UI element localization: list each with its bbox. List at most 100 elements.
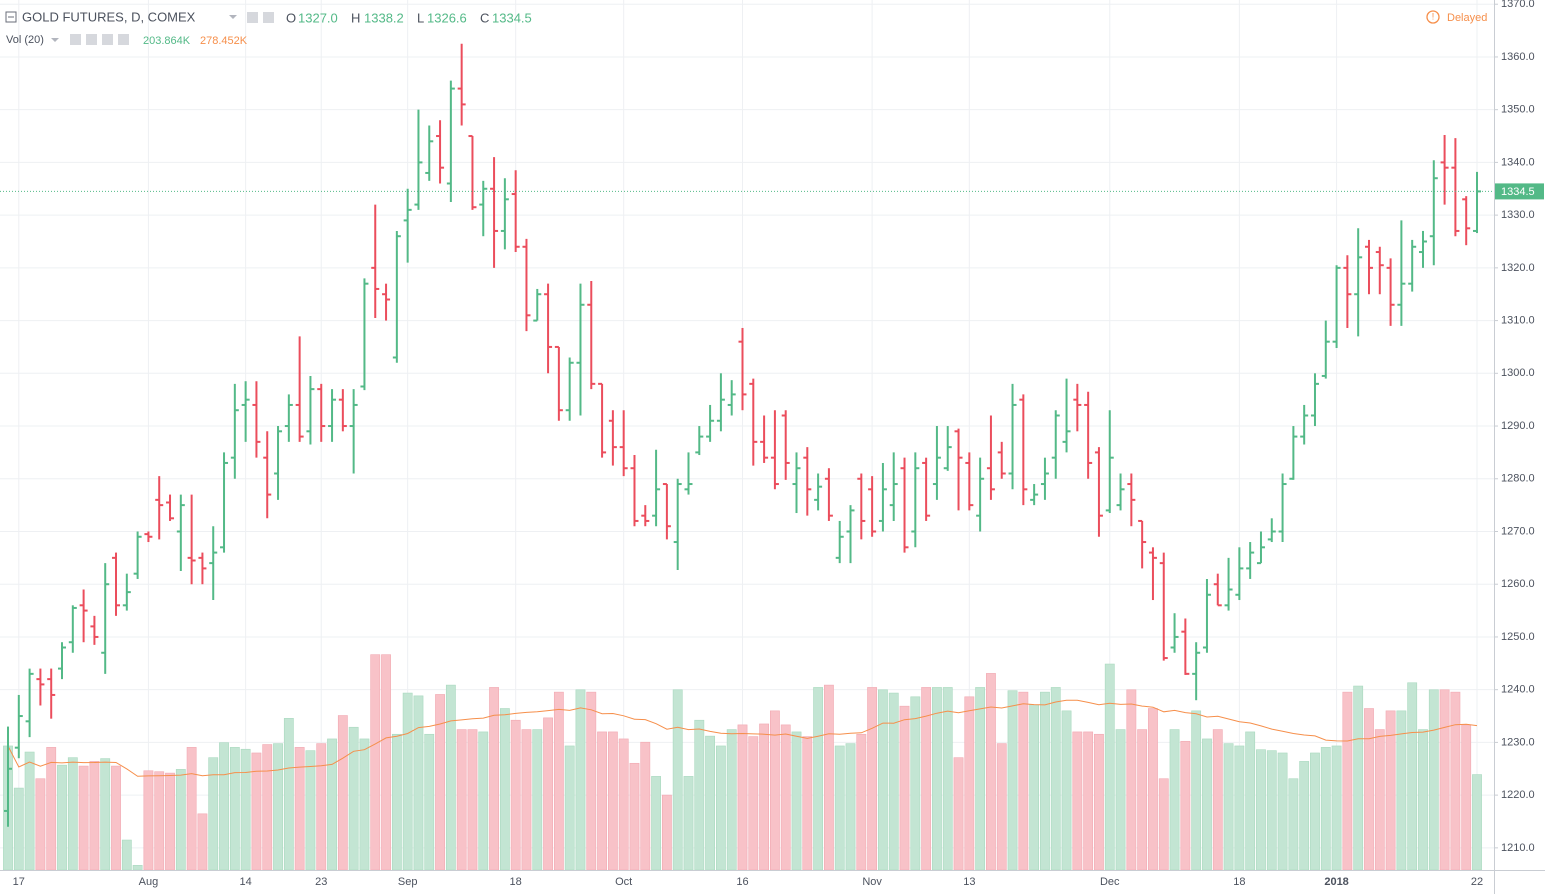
volume-bar (1192, 711, 1201, 870)
volume-bar (263, 745, 272, 870)
volume-bar (101, 759, 110, 870)
y-tick-label: 1210.0 (1501, 842, 1535, 854)
volume-bar (954, 758, 963, 870)
volume-bar (835, 746, 844, 870)
y-tick-label: 1270.0 (1501, 525, 1535, 537)
volume-bar (554, 692, 563, 870)
volume-bar (1310, 753, 1319, 870)
legend-value: 1338.2 (364, 10, 404, 25)
volume-bar (1256, 750, 1265, 870)
volume-bar (1138, 730, 1147, 870)
y-tick-label: 1330.0 (1501, 209, 1535, 221)
x-tick-label: 18 (510, 876, 522, 888)
volume-bar (435, 694, 444, 870)
volume-bar (47, 747, 56, 870)
volume-bar (414, 696, 423, 870)
x-tick-label: 2018 (1324, 876, 1348, 888)
study-icon[interactable] (70, 34, 81, 45)
study-icon[interactable] (86, 34, 97, 45)
volume-bar (122, 840, 131, 870)
y-tick-label: 1360.0 (1501, 51, 1535, 63)
volume-bar (651, 776, 660, 870)
volume-bar (1202, 739, 1211, 870)
volume-bar (36, 779, 45, 870)
y-tick-label: 1300.0 (1501, 367, 1535, 379)
volume-bar (662, 795, 671, 870)
volume-bar (479, 732, 488, 870)
volume-bar (965, 697, 974, 870)
volume-title: Vol (20) (6, 34, 44, 46)
volume-bar (1127, 690, 1136, 870)
volume-bar (846, 744, 855, 870)
volume-bar (911, 697, 920, 870)
volume-bar (1235, 746, 1244, 870)
volume-ma-value: 278.452K (200, 35, 248, 47)
volume-bar (295, 747, 304, 870)
volume-bar (284, 718, 293, 870)
legend-label: O (286, 10, 296, 25)
volume-bar (1408, 683, 1417, 870)
legend-value: 1327.0 (298, 10, 338, 25)
x-tick-label: Sep (398, 876, 418, 888)
volume-bar (425, 734, 434, 870)
y-tick-label: 1310.0 (1501, 314, 1535, 326)
volume-bar (1278, 753, 1287, 870)
volume-bar (522, 730, 531, 870)
volume-bar (252, 753, 261, 870)
volume-value: 203.864K (143, 35, 191, 47)
study-icon[interactable] (102, 34, 113, 45)
volume-bar (14, 788, 23, 870)
volume-bar (338, 716, 347, 870)
volume-bar (1181, 741, 1190, 870)
volume-bar (349, 727, 358, 870)
volume-bar (630, 763, 639, 870)
volume-bar (1116, 730, 1125, 870)
volume-bar (1267, 751, 1276, 870)
x-tick-label: 16 (736, 876, 748, 888)
y-tick-label: 1320.0 (1501, 262, 1535, 274)
chart: 1210.01220.01230.01240.01250.01260.01270… (0, 0, 1545, 894)
volume-bar (1148, 709, 1157, 870)
volume-bar (1105, 664, 1114, 870)
volume-bar (900, 706, 909, 870)
x-tick-label: 22 (1471, 876, 1483, 888)
study-icon[interactable] (118, 34, 129, 45)
volume-bar (176, 769, 185, 870)
x-tick-label: 14 (240, 876, 252, 888)
volume-bar (327, 739, 336, 870)
y-tick-label: 1230.0 (1501, 736, 1535, 748)
volume-bar (1440, 690, 1449, 870)
volume-bar (1332, 746, 1341, 870)
x-tick-label: 17 (13, 876, 25, 888)
volume-bar (705, 736, 714, 870)
y-tick-label: 1250.0 (1501, 631, 1535, 643)
volume-bar (857, 734, 866, 870)
volume-bar (727, 730, 736, 870)
volume-bar (1062, 711, 1071, 870)
volume-bar (814, 687, 823, 870)
volume-bar (997, 744, 1006, 870)
x-tick-label: Aug (139, 876, 159, 888)
volume-bar (90, 761, 99, 870)
volume-bar (608, 732, 617, 870)
volume-bar (1472, 775, 1481, 870)
volume-bar (641, 742, 650, 870)
settings-icon[interactable] (247, 12, 258, 23)
volume-bar (187, 747, 196, 870)
x-tick-label: Dec (1100, 876, 1120, 888)
volume-bar (986, 673, 995, 870)
volume-bar (468, 730, 477, 870)
volume-bar (597, 732, 606, 870)
volume-bar (392, 734, 401, 870)
volume-bar (360, 739, 369, 870)
legend-value: 1334.5 (492, 10, 532, 25)
volume-bar (760, 724, 769, 870)
volume-bar (446, 685, 455, 870)
settings-icon[interactable] (263, 12, 274, 23)
y-tick-label: 1350.0 (1501, 104, 1535, 116)
volume-bar (1051, 687, 1060, 870)
volume-bar (1321, 747, 1330, 870)
volume-bar (1019, 692, 1028, 870)
volume-bar (273, 744, 282, 870)
volume-bar (241, 749, 250, 870)
